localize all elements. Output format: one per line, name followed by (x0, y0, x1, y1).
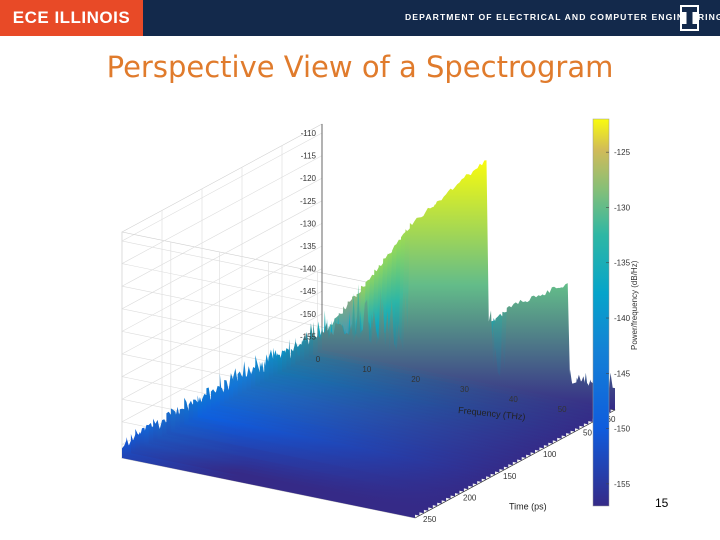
x-tick-label: 50 (558, 405, 567, 414)
y-tick-label: 100 (543, 450, 557, 459)
colorbar-label: Power/frequency (dB/Hz) (630, 260, 639, 350)
z-tick-label: -125 (300, 197, 317, 206)
logo-text: ECE ILLINOIS (12, 8, 131, 27)
z-tick-label: -155 (300, 332, 317, 341)
colorbar-tick-label: -150 (614, 425, 631, 434)
spectrogram-surface (122, 160, 615, 518)
colorbar-tick-label: -145 (614, 369, 631, 378)
colorbar-tick-label: -135 (614, 259, 631, 268)
y-tick-label: 150 (503, 472, 517, 481)
surface-strip (322, 160, 615, 410)
colorbar-tick-label: -140 (614, 314, 631, 323)
x-tick-label: 20 (411, 375, 420, 384)
z-tick-label: -120 (300, 174, 317, 183)
x-tick-label: 40 (509, 395, 518, 404)
z-tick-label: -145 (300, 287, 317, 296)
colorbar-ticks: -125 -130 -135 -140 -145 -150 -155 (606, 148, 631, 489)
colorbar-tick-label: -130 (614, 203, 631, 212)
colorbar (592, 118, 610, 507)
y-tick-label: 50 (583, 429, 592, 438)
ece-illinois-logo[interactable]: ECE ILLINOIS (0, 0, 143, 36)
z-tick-label: -130 (300, 219, 317, 228)
page-number: 15 (655, 496, 669, 510)
department-name: DEPARTMENT OF ELECTRICAL AND COMPUTER EN… (405, 12, 720, 22)
z-tick-label: -150 (300, 310, 317, 319)
y-tick-label: 200 (463, 493, 477, 502)
y-tick-label: 250 (423, 515, 437, 524)
colorbar-tick-label: -125 (614, 148, 631, 157)
z-tick-label: -135 (300, 242, 317, 251)
illinois-block-i-icon (680, 5, 699, 31)
z-tick-label: -110 (301, 129, 317, 138)
y-axis-label: Time (ps) (509, 501, 547, 511)
z-tick-label: -115 (301, 152, 317, 161)
x-tick-label: 10 (362, 365, 371, 374)
header-banner: ECE ILLINOIS DEPARTMENT OF ELECTRICAL AN… (0, 0, 720, 36)
axis-ticks: -110 -115 -120 -125 -130 -135 -140 -145 -150 -155… (300, 129, 616, 524)
z-tick-label: -140 (300, 265, 317, 274)
x-tick-label: 60 (607, 415, 616, 424)
x-tick-label: 30 (460, 385, 469, 394)
x-tick-label: 0 (316, 355, 321, 364)
colorbar-tick-label: -155 (614, 480, 631, 489)
slide-title: Perspective View of a Spectrogram (106, 50, 614, 84)
